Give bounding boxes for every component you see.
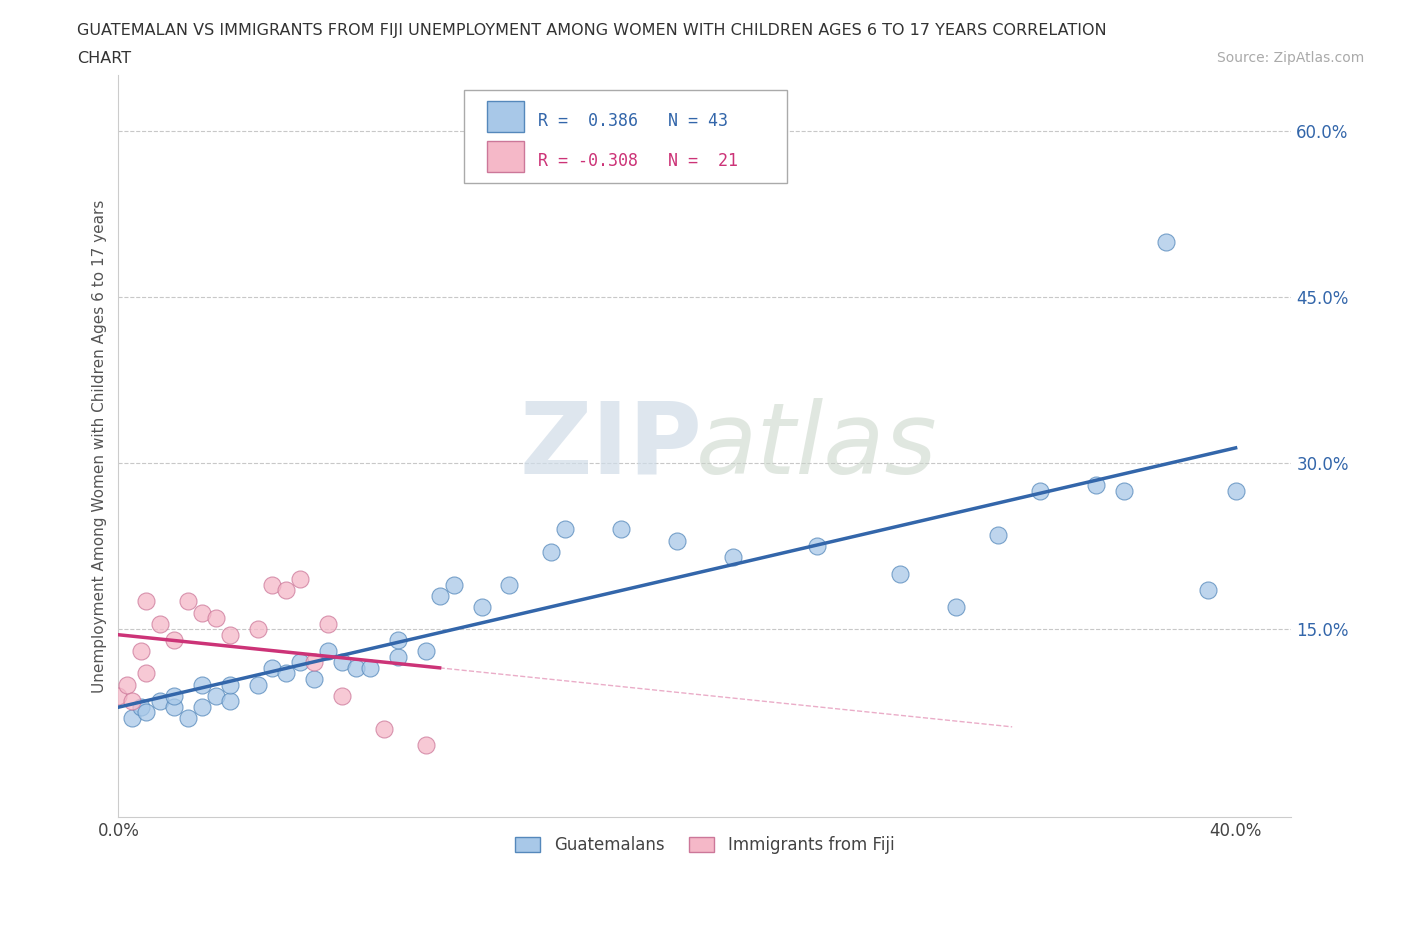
Point [945,600,967,615]
Point [429,589,451,604]
Point [359,660,381,675]
Point [135,666,157,681]
Point [987,527,1010,542]
Point [247,677,270,692]
Point [373,722,395,737]
Point [1084,478,1107,493]
Point [274,666,297,681]
Point [288,655,311,670]
Point [721,550,744,565]
Point [163,632,186,647]
Point [260,660,283,675]
Text: ZIP: ZIP [520,398,703,495]
Point [302,655,325,670]
Point [135,705,157,720]
Point [316,644,339,658]
Point [554,522,576,537]
FancyBboxPatch shape [464,90,787,183]
Point [387,632,409,647]
Point [129,644,152,658]
Point [387,649,409,664]
Y-axis label: Unemployment Among Women with Children Ages 6 to 17 years: Unemployment Among Women with Children A… [93,200,107,693]
Point [344,660,367,675]
Text: CHART: CHART [77,51,131,66]
Point [288,572,311,587]
Point [191,699,214,714]
Point [121,694,143,709]
Point [107,688,129,703]
Point [443,578,465,592]
Text: atlas: atlas [696,398,938,495]
FancyBboxPatch shape [486,141,524,172]
Point [498,578,520,592]
Point [129,699,152,714]
Point [115,677,138,692]
Point [205,611,228,626]
Point [191,605,214,620]
Point [177,711,200,725]
FancyBboxPatch shape [486,101,524,132]
Point [666,533,689,548]
Point [219,677,242,692]
Point [163,699,186,714]
Point [163,688,186,703]
Point [274,583,297,598]
Point [330,688,353,703]
Point [205,688,228,703]
Point [219,694,242,709]
Point [149,617,172,631]
Point [1112,484,1135,498]
Point [191,677,214,692]
Point [470,600,492,615]
Point [415,644,437,658]
Point [149,694,172,709]
Point [610,522,633,537]
Point [1154,234,1177,249]
Point [1197,583,1219,598]
Point [316,617,339,631]
Point [540,544,562,559]
Point [330,655,353,670]
Point [121,711,143,725]
Text: GUATEMALAN VS IMMIGRANTS FROM FIJI UNEMPLOYMENT AMONG WOMEN WITH CHILDREN AGES 6: GUATEMALAN VS IMMIGRANTS FROM FIJI UNEMP… [77,23,1107,38]
Point [302,671,325,686]
Text: Source: ZipAtlas.com: Source: ZipAtlas.com [1216,51,1364,65]
Point [247,622,270,637]
Point [219,627,242,642]
Point [135,594,157,609]
Text: R = -0.308   N =  21: R = -0.308 N = 21 [538,152,738,169]
Point [415,738,437,753]
Point [260,578,283,592]
Point [889,566,911,581]
Point [177,594,200,609]
Point [1225,484,1247,498]
Legend: Guatemalans, Immigrants from Fiji: Guatemalans, Immigrants from Fiji [509,830,901,861]
Text: R =  0.386   N = 43: R = 0.386 N = 43 [538,113,728,130]
Point [1029,484,1052,498]
Point [806,538,828,553]
